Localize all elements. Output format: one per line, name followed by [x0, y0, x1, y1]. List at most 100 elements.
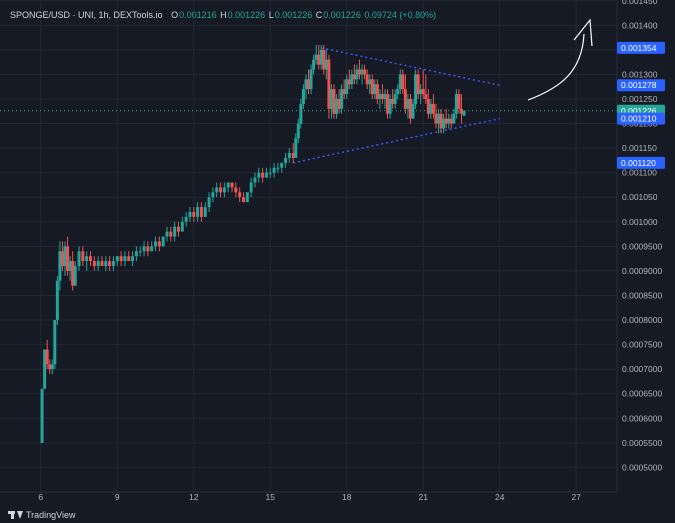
- candle-body: [112, 261, 115, 266]
- candle-body: [280, 163, 283, 168]
- candle-body: [192, 212, 195, 217]
- candle-body: [396, 89, 399, 94]
- candle-body: [173, 227, 176, 237]
- candle-body: [200, 207, 203, 217]
- price-tick-label: 0.0006000: [622, 413, 662, 423]
- candle-body: [302, 89, 305, 104]
- candle-body: [74, 266, 77, 286]
- candle-body: [139, 251, 142, 252]
- candle-body: [181, 222, 184, 232]
- candle-body: [238, 192, 241, 197]
- candle-body: [127, 256, 130, 261]
- price-tick-label: 0.001400: [622, 20, 658, 30]
- tradingview-logo-icon: [8, 511, 22, 519]
- candle-body: [150, 246, 153, 251]
- price-axis[interactable]: 0.0014500.0014000.0013500.0013000.001250…: [617, 0, 675, 492]
- candle-body: [261, 173, 264, 178]
- candle-body: [363, 70, 366, 75]
- legend-high-label: H: [220, 10, 227, 20]
- candle-body: [231, 183, 234, 188]
- price-tick-label: 0.0005500: [622, 438, 662, 448]
- time-tick-label: 27: [571, 492, 581, 502]
- price-label-text: 0.001210: [621, 114, 657, 124]
- candle-body: [297, 124, 300, 139]
- legend-symbol: SPONGE/USD · UNI, 1h, DEXTools.io: [10, 10, 163, 20]
- candle-body: [165, 232, 168, 237]
- candle-body: [108, 261, 111, 266]
- price-tick-label: 0.0008500: [622, 290, 662, 300]
- candle-body: [154, 241, 157, 246]
- candle-body: [162, 237, 165, 247]
- candle-body: [394, 94, 397, 104]
- legend-high-value: 0.001226: [228, 10, 266, 20]
- candle-body: [56, 281, 59, 320]
- candle-body: [97, 261, 100, 266]
- candle-body: [143, 246, 146, 251]
- price-tick-label: 0.001450: [622, 0, 658, 6]
- price-tick-label: 0.0005000: [622, 462, 662, 472]
- candle-body: [294, 138, 297, 158]
- candle-body: [185, 217, 188, 222]
- candle-body: [250, 183, 253, 193]
- candle-body: [188, 212, 191, 217]
- candle-body: [158, 241, 161, 246]
- candle-body: [89, 256, 92, 261]
- candle-body: [208, 197, 211, 207]
- legend-close-label: C: [316, 10, 323, 20]
- candle-body: [265, 173, 268, 178]
- price-tick-label: 0.001150: [622, 143, 657, 153]
- time-tick-label: 18: [342, 492, 352, 502]
- candle-body: [312, 60, 315, 70]
- candle-body: [227, 183, 230, 188]
- watermark-text: TradingView: [26, 510, 76, 520]
- candle-body: [223, 187, 226, 192]
- candle-body: [432, 104, 435, 114]
- candle-body: [242, 197, 245, 202]
- candle-body: [422, 89, 425, 94]
- time-axis[interactable]: 6 9 12 15 18 21 24 27: [0, 492, 675, 523]
- candle-body: [177, 227, 180, 232]
- legend-close-value: 0.001226: [323, 10, 361, 20]
- candle-body: [273, 168, 276, 173]
- candle-body: [104, 261, 107, 266]
- price-tick-label: 0.001250: [622, 94, 658, 104]
- price-tick-label: 0.0008000: [622, 315, 662, 325]
- candle-body: [276, 168, 279, 169]
- candle-body: [131, 256, 134, 261]
- candle-body: [246, 192, 249, 202]
- time-tick-label: 24: [495, 492, 505, 502]
- candle-body: [412, 104, 415, 119]
- candle-body: [78, 251, 81, 266]
- candle-body: [81, 251, 84, 261]
- candle-body: [196, 207, 199, 217]
- candle-body: [135, 251, 138, 256]
- time-tick-label: 21: [418, 492, 428, 502]
- time-tick-label: 9: [115, 492, 120, 502]
- price-tick-label: 0.0009500: [622, 241, 662, 251]
- legend-low-label: L: [269, 10, 274, 20]
- price-label-text: 0.001354: [621, 43, 657, 53]
- legend-low-value: 0.001226: [275, 10, 313, 20]
- price-tick-label: 0.0007000: [622, 364, 662, 374]
- candle-body: [424, 94, 427, 99]
- candle-body: [169, 232, 172, 237]
- candle-body: [53, 320, 56, 364]
- candle-body: [215, 187, 218, 192]
- price-tick-label: 0.001300: [622, 69, 658, 79]
- tradingview-watermark[interactable]: TradingView: [8, 510, 76, 520]
- candle-body: [401, 74, 404, 89]
- price-tick-label: 0.0006500: [622, 389, 662, 399]
- time-tick-label: 6: [38, 492, 43, 502]
- price-tick-label: 0.0007500: [622, 340, 662, 350]
- time-tick-label: 12: [189, 492, 199, 502]
- price-tick-label: 0.001050: [622, 192, 658, 202]
- candle-body: [120, 256, 123, 261]
- price-label-text: 0.001120: [621, 158, 656, 168]
- candle-body: [51, 364, 54, 369]
- candle-body: [452, 114, 455, 124]
- candle-body: [219, 187, 222, 192]
- candle-body: [463, 111, 466, 116]
- candle-body: [284, 158, 287, 163]
- candle-body: [123, 256, 126, 261]
